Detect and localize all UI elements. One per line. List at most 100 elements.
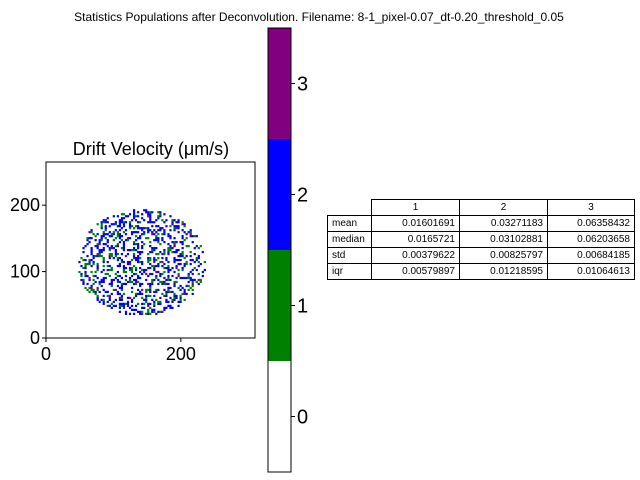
heatmap-cell	[139, 310, 142, 313]
heatmap-cell	[145, 298, 148, 302]
heatmap-cell	[126, 239, 130, 242]
heatmap-cell	[183, 231, 186, 234]
heatmap-cell	[189, 270, 192, 274]
heatmap-cell	[169, 304, 172, 307]
heatmap-cell	[132, 217, 136, 220]
heatmap-cell	[191, 268, 194, 272]
heatmap-cell	[96, 296, 99, 300]
heatmap-cell	[102, 276, 105, 280]
heatmap-cell	[126, 280, 130, 284]
heatmap-cell	[88, 262, 91, 266]
heatmap-cell	[183, 256, 186, 260]
heatmap-cell	[195, 268, 198, 272]
heatmap-cell	[108, 225, 111, 228]
heatmap-cell	[139, 221, 142, 224]
heatmap-cell	[173, 256, 176, 260]
heatmap-cell	[183, 298, 186, 302]
heatmap-cell	[94, 235, 97, 238]
heatmap-cell	[122, 292, 126, 296]
table-row: median 0.0165721 0.03102881 0.06203658	[327, 231, 635, 248]
heatmap-cell	[118, 262, 122, 266]
heatmap-cell	[143, 306, 146, 309]
heatmap-cell	[80, 274, 83, 278]
heatmap-cell	[161, 292, 164, 296]
heatmap-cell	[118, 264, 122, 268]
heatmap-cell	[137, 243, 140, 246]
heatmap-cell	[151, 278, 154, 282]
heatmap-cell	[161, 280, 164, 284]
heatmap-cell	[98, 252, 101, 256]
heatmap-cell	[169, 296, 172, 300]
heatmap-cell	[189, 254, 192, 258]
heatmap-cell	[141, 296, 144, 300]
heatmap-cell	[118, 292, 122, 296]
table-column-header: 3	[547, 199, 635, 216]
heatmap-cell	[130, 258, 134, 262]
heatmap-cell	[159, 211, 162, 214]
heatmap-cell	[197, 254, 200, 258]
heatmap-cell	[96, 286, 99, 290]
heatmap-cell	[193, 235, 196, 238]
heatmap-cell	[181, 252, 184, 256]
heatmap-cell	[173, 284, 176, 288]
heatmap-cell	[175, 296, 178, 300]
heatmap-cell	[100, 250, 103, 254]
heatmap-cell	[124, 239, 128, 242]
heatmap-cell	[197, 278, 200, 282]
heatmap-cell	[155, 239, 158, 242]
heatmap-cell	[163, 213, 166, 216]
heatmap-cell	[132, 254, 136, 258]
table-row: iqr 0.00579897 0.01218595 0.01064613	[327, 263, 635, 280]
heatmap-cell	[159, 296, 162, 300]
heatmap-cell	[147, 227, 150, 230]
heatmap-cell	[173, 241, 176, 244]
heatmap-cell	[96, 262, 99, 266]
heatmap-cell	[100, 235, 103, 238]
heatmap-cell	[126, 215, 130, 218]
heatmap-cell	[201, 270, 204, 274]
heatmap-cell	[104, 243, 107, 246]
heatmap-cell	[102, 256, 105, 260]
heatmap-cell	[137, 247, 140, 250]
heatmap-cell	[114, 229, 117, 232]
heatmap-cell	[134, 215, 138, 218]
colorbar-segment	[268, 250, 291, 361]
heatmap-cell	[193, 266, 196, 270]
heatmap-cell	[151, 280, 154, 284]
heatmap-cell	[122, 282, 126, 286]
heatmap-cell	[185, 284, 188, 288]
heatmap-cell	[96, 233, 99, 236]
heatmap-cell	[153, 260, 156, 264]
heatmap-cell	[167, 304, 170, 307]
heatmap-cell	[177, 227, 180, 230]
heatmap-cell	[149, 250, 152, 254]
heatmap-cell	[128, 262, 132, 266]
heatmap-cell	[118, 304, 122, 307]
heatmap-cell	[124, 233, 128, 236]
heatmap-cell	[177, 286, 180, 290]
heatmap-cell	[80, 272, 83, 276]
heatmap-cell	[183, 290, 186, 294]
heatmap-cell	[183, 264, 186, 268]
heatmap-cell	[153, 264, 156, 268]
heatmap-cell	[171, 274, 174, 278]
heatmap-cell	[82, 282, 85, 286]
heatmap-cell	[163, 270, 166, 274]
heatmap-cell	[96, 223, 99, 226]
heatmap-cell	[112, 223, 115, 226]
heatmap-cell	[108, 274, 111, 278]
heatmap-cell	[108, 252, 111, 256]
heatmap-cell	[151, 250, 154, 254]
heatmap-cell	[163, 262, 166, 266]
heatmap-cell	[116, 245, 119, 248]
heatmap-cell	[149, 217, 152, 220]
heatmap-cell	[118, 225, 122, 228]
heatmap-cell	[92, 282, 95, 286]
heatmap-cell	[187, 272, 190, 276]
heatmap-cell	[104, 290, 107, 294]
heatmap-cell	[82, 250, 85, 254]
heatmap-cell	[137, 231, 140, 234]
heatmap-plot-area	[46, 162, 255, 338]
heatmap-cell	[157, 211, 160, 214]
heatmap-cell	[195, 245, 198, 248]
